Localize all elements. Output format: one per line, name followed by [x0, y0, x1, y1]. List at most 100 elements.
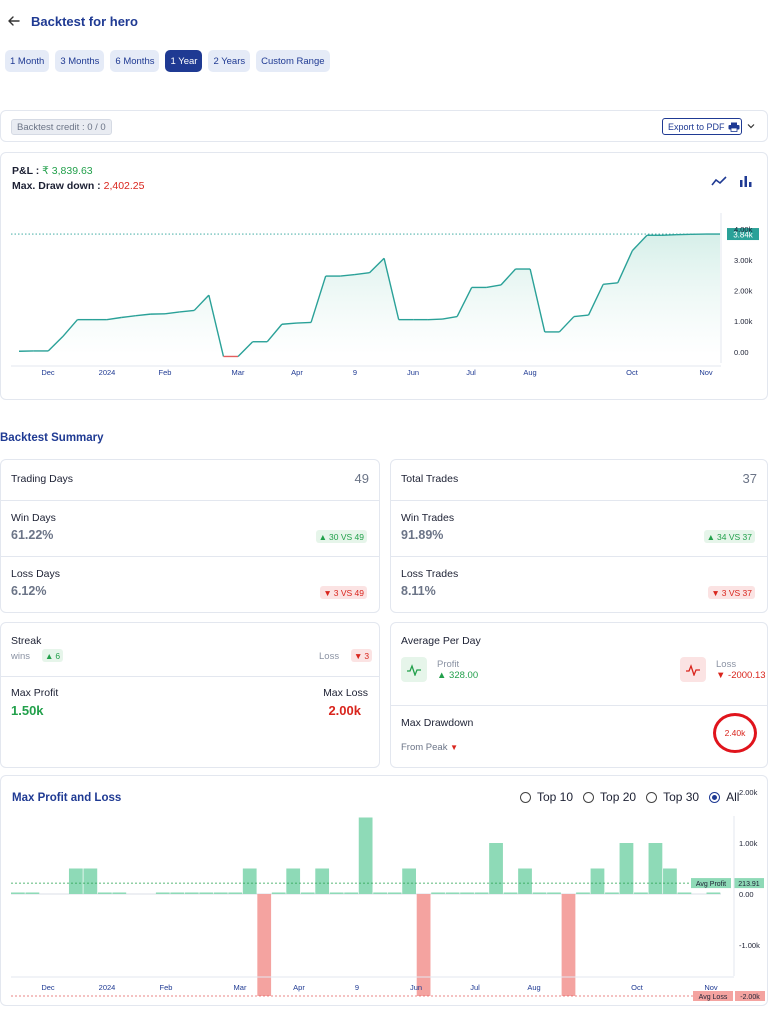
win-trades-value: 91.89%	[401, 528, 444, 542]
line-chart-icon[interactable]	[711, 173, 727, 189]
profit-bar	[25, 892, 40, 894]
loss-days-label: Loss Days	[11, 568, 61, 580]
streak-wins-label: wins	[11, 651, 31, 662]
chevron-down-icon[interactable]	[746, 121, 756, 131]
x-tick-label: Nov	[699, 368, 713, 377]
profit-bar	[242, 868, 257, 894]
y-tick-label: 2.00k	[734, 287, 753, 296]
profit-bar	[677, 892, 692, 894]
x-tick-label: Aug	[523, 368, 536, 377]
last-value-label: 3.84k	[733, 231, 754, 240]
y-tick-label: 0.00	[734, 348, 749, 357]
series-line-segment	[500, 268, 517, 286]
series-line-segment	[573, 314, 589, 318]
profit-bar	[271, 892, 286, 894]
backtest-credit: Backtest credit : 0 / 0	[11, 119, 112, 135]
profit-bar	[68, 868, 83, 894]
range-6-months[interactable]: 6 Months	[110, 50, 160, 72]
range-1-month[interactable]: 1 Month	[5, 50, 50, 72]
avg-loss-label: Loss	[716, 659, 737, 670]
series-line-segment	[617, 250, 634, 284]
series-line-segment	[266, 323, 283, 343]
avg-per-day-card: Average Per Day Profit ▲ 328.00 Loss ▼ -…	[390, 622, 768, 768]
series-line-segment	[369, 257, 385, 274]
profit-bar	[213, 892, 228, 894]
trades-card: Total Trades 37 Win Trades 91.89% ▲ 34 VS…	[390, 459, 768, 613]
x-tick-label: Jul	[470, 983, 480, 992]
loss-days-value: 6.12%	[11, 584, 47, 598]
profit-bar	[663, 868, 677, 894]
max-profit-label: Max Profit	[11, 687, 59, 699]
win-days-badge: ▲ 30 VS 49	[315, 530, 367, 543]
drawdown-summary: Max. Draw down : 2,402.25	[12, 180, 144, 192]
bar-chart-icon[interactable]	[738, 173, 754, 189]
profit-bar	[387, 892, 402, 894]
export-pdf-button[interactable]: Export to PDF	[662, 118, 742, 135]
avg-profit-label: Avg Profit	[696, 881, 726, 888]
avg-loss-value-tag	[735, 991, 765, 1001]
avg-loss-value: -2.00k	[740, 994, 760, 1001]
radio-top-20[interactable]: Top 20	[583, 790, 636, 804]
profit-bar	[358, 817, 373, 894]
drawdown-label: Max. Draw down :	[12, 180, 101, 192]
profit-bar	[648, 843, 663, 894]
up-arrow-icon: ▲	[318, 531, 328, 542]
x-tick-label: 2024	[99, 368, 116, 377]
series-line-segment	[340, 273, 355, 277]
x-tick-label: Oct	[626, 368, 639, 377]
down-arrow-icon: ▼	[711, 587, 720, 598]
series-line-segment	[193, 294, 210, 311]
radio-top-10[interactable]: Top 10	[520, 790, 573, 804]
x-tick-label: Oct	[631, 983, 644, 992]
loss-trades-label: Loss Trades	[401, 568, 459, 580]
profit-bar	[474, 892, 489, 894]
x-tick-label: 2024	[99, 983, 116, 992]
page-title: Backtest for hero	[31, 14, 138, 29]
series-line-segment	[62, 319, 78, 337]
x-tick-label: Dec	[41, 983, 55, 992]
header: Backtest for hero	[0, 0, 768, 44]
series-line-segment	[442, 315, 458, 320]
profit-bar	[329, 892, 344, 894]
pnl-summary: P&L : ₹ 3,839.63	[12, 165, 93, 177]
profit-bar	[402, 868, 416, 894]
series-line-segment	[179, 309, 195, 313]
export-label: Export to PDF	[668, 121, 725, 132]
win-days-value: 61.22%	[11, 528, 54, 542]
range-2-years[interactable]: 2 Years	[208, 50, 251, 72]
profit-bar	[605, 892, 619, 894]
profit-bar	[155, 892, 170, 894]
series-line-segment	[383, 258, 400, 320]
area-fill	[19, 234, 720, 357]
divider	[1, 676, 379, 677]
range-1-year[interactable]: 1 Year	[165, 50, 203, 72]
y-tick-label: 2.00k	[739, 788, 758, 797]
back-arrow-icon[interactable]	[6, 13, 22, 29]
series-line-segment	[631, 234, 648, 252]
divider	[391, 556, 767, 557]
divider	[391, 705, 767, 706]
y-tick-label: 0.00	[739, 890, 754, 899]
loss-trades-badge: ▼ 3 VS 37	[708, 586, 755, 599]
radio-all[interactable]: All	[709, 790, 739, 804]
profit-bar	[373, 892, 388, 894]
x-tick-label: Feb	[160, 983, 173, 992]
range-3-months[interactable]: 3 Months	[55, 50, 105, 72]
max-loss-label: Max Loss	[323, 687, 368, 699]
avg-profit-value: ▲ 328.00	[437, 670, 479, 681]
credit-bar: Backtest credit : 0 / 0 Export to PDF	[0, 110, 768, 142]
avg-loss-value: ▼ -2000.13	[716, 670, 766, 681]
avg-profit-label: Profit	[437, 659, 460, 670]
win-trades-badge: ▲ 34 VS 37	[703, 530, 755, 543]
trading-days-value: 49	[354, 471, 369, 486]
win-days-label: Win Days	[11, 512, 56, 524]
profit-bar	[460, 892, 474, 894]
up-arrow-icon: ▲	[45, 650, 54, 661]
profit-bar	[431, 892, 445, 894]
radio-top-30[interactable]: Top 30	[646, 790, 699, 804]
down-arrow-icon: ▼	[323, 587, 332, 598]
summary-title: Backtest Summary	[0, 432, 104, 444]
avg-loss-tag	[693, 991, 733, 1001]
days-card: Trading Days 49 Win Days 61.22% ▲ 30 VS 4…	[0, 459, 380, 613]
range-custom[interactable]: Custom Range	[256, 50, 330, 72]
